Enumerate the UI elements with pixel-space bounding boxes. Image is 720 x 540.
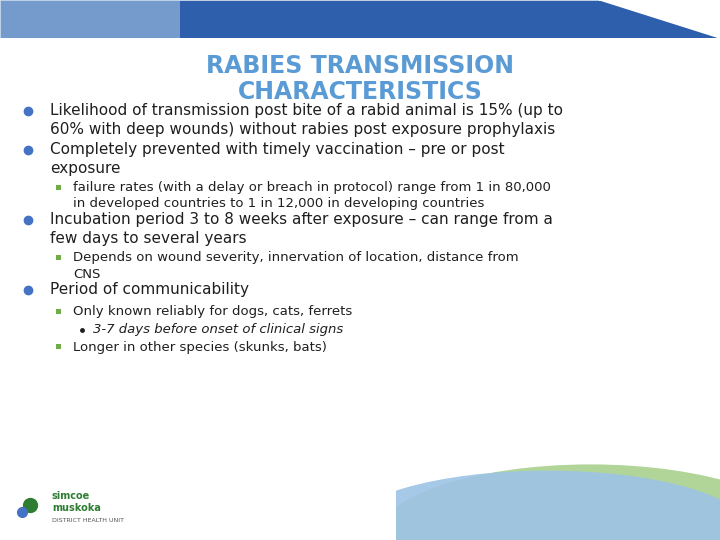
Polygon shape [0, 0, 720, 38]
Text: Incubation period 3 to 8 weeks after exposure – can range from a
few days to sev: Incubation period 3 to 8 weeks after exp… [50, 212, 553, 246]
Text: Completely prevented with timely vaccination – pre or post
exposure: Completely prevented with timely vaccina… [50, 142, 505, 176]
Text: Only known reliably for dogs, cats, ferrets: Only known reliably for dogs, cats, ferr… [73, 306, 352, 319]
Bar [0, 421, 274, 540]
Bar [0, 0, 180, 38]
Ellipse shape [346, 470, 720, 540]
Bar [56, 255, 61, 260]
Text: Depends on wound severity, innervation of location, distance from
CNS: Depends on wound severity, innervation o… [73, 251, 518, 280]
Text: Period of communicability: Period of communicability [50, 282, 249, 297]
Bar [0, 0, 720, 38]
Text: CHARACTERISTICS: CHARACTERISTICS [238, 80, 482, 104]
Bar [56, 345, 61, 349]
Text: RABIES TRANSMISSION: RABIES TRANSMISSION [206, 54, 514, 78]
Text: simcoe
muskoka: simcoe muskoka [52, 491, 101, 513]
Bar [56, 185, 61, 190]
Text: failure rates (with a delay or breach in protocol) range from 1 in 80,000
in dev: failure rates (with a delay or breach in… [73, 181, 551, 211]
Bar [56, 309, 61, 314]
Ellipse shape [374, 464, 720, 540]
Text: Longer in other species (skunks, bats): Longer in other species (skunks, bats) [73, 341, 327, 354]
Text: Likelihood of transmission post bite of a rabid animal is 15% (up to
60% with de: Likelihood of transmission post bite of … [50, 103, 563, 137]
Text: 3-7 days before onset of clinical signs: 3-7 days before onset of clinical signs [93, 323, 343, 336]
Bar [0, 459, 396, 540]
Text: DISTRICT HEALTH UNIT: DISTRICT HEALTH UNIT [52, 517, 124, 523]
